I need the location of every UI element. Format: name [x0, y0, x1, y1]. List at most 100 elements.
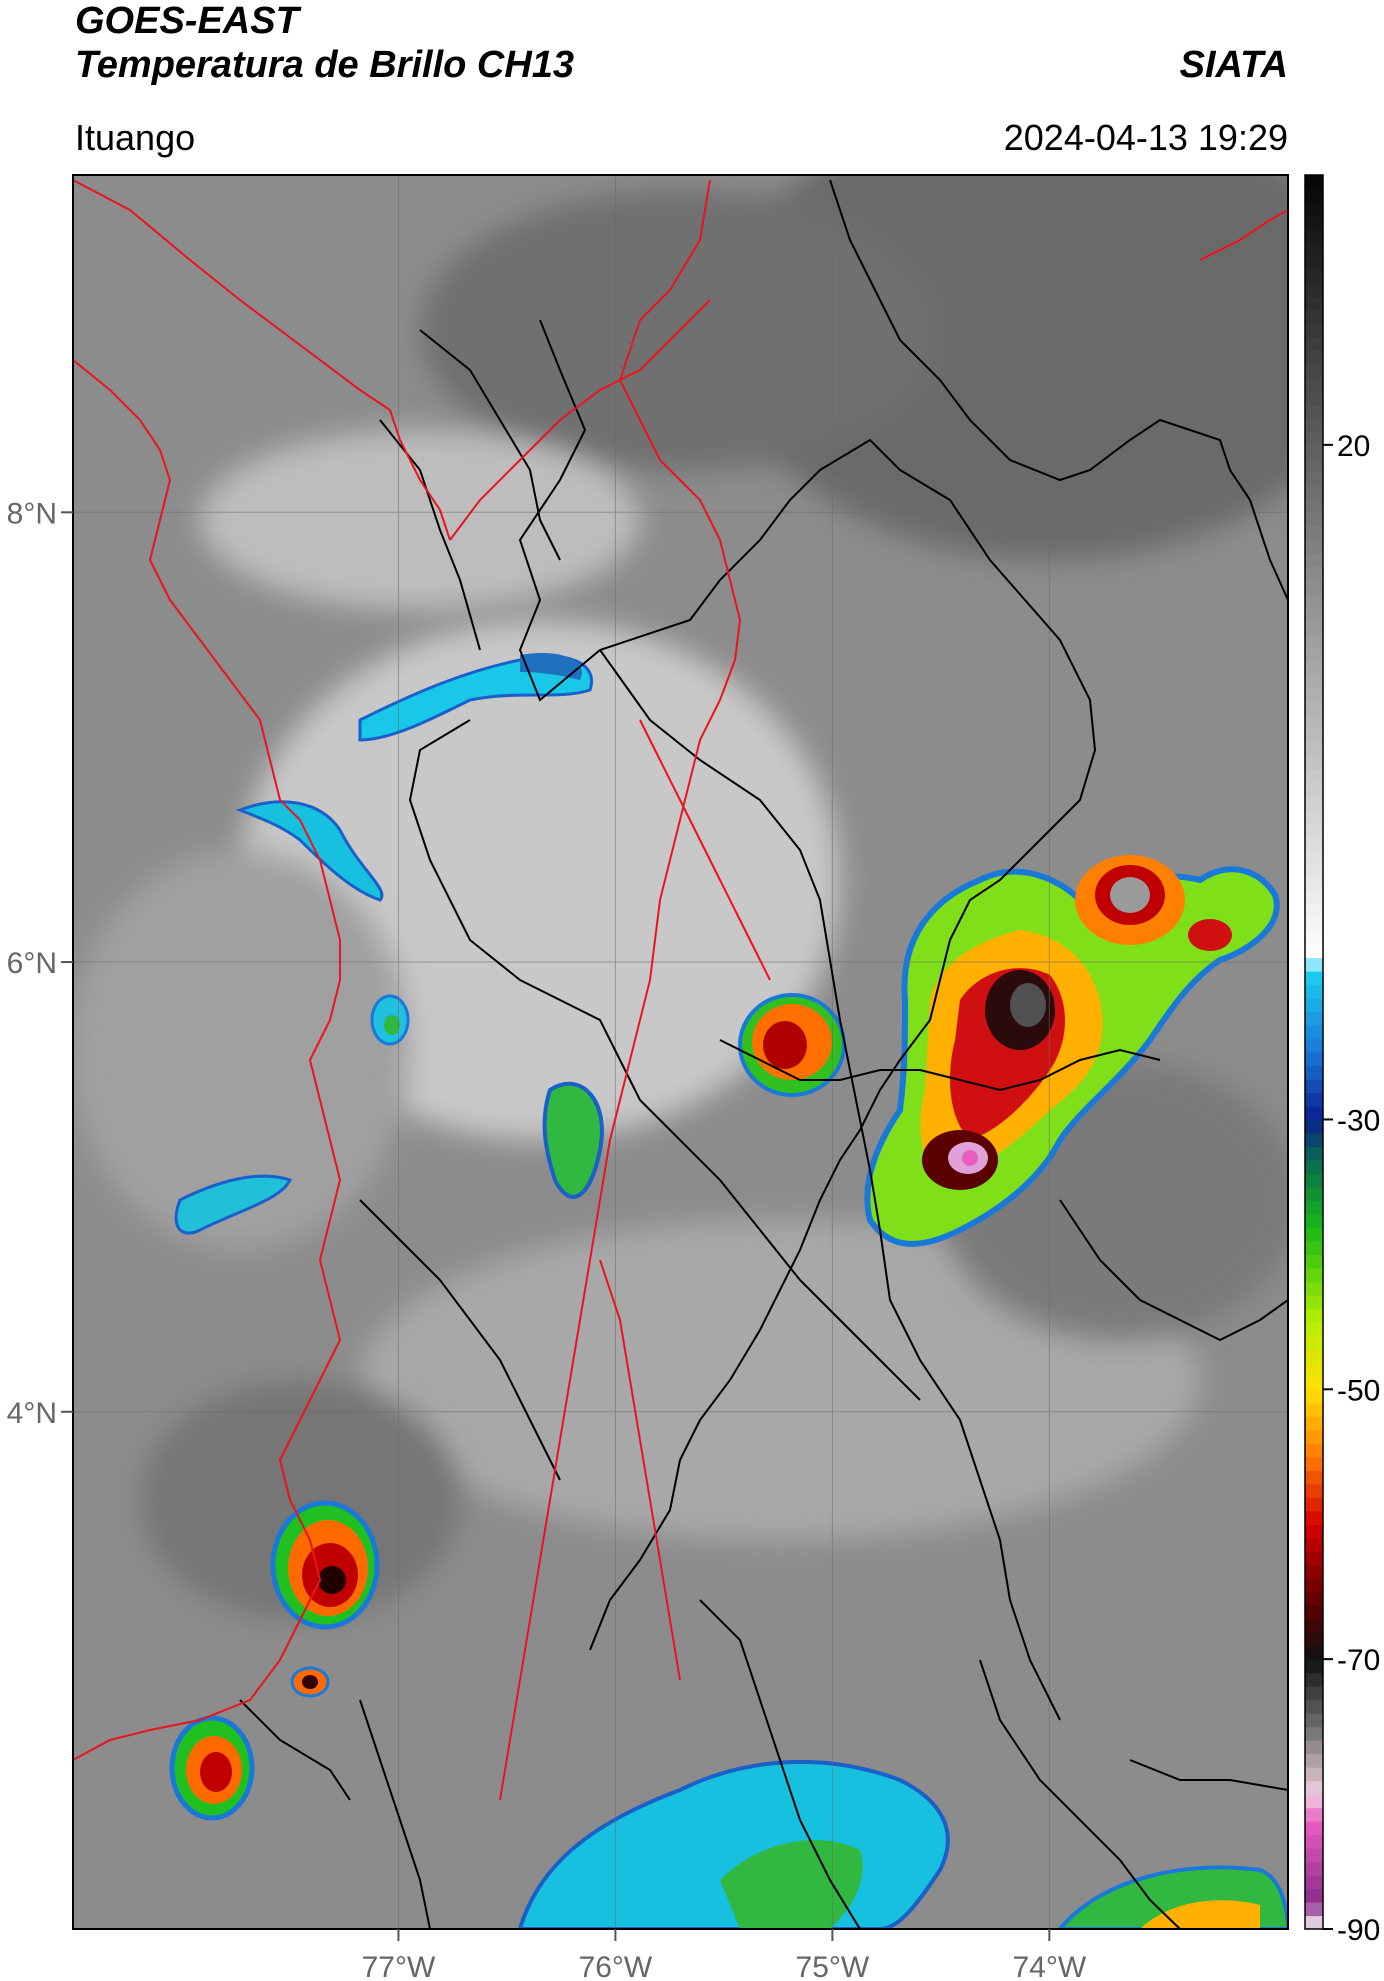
cold-cell-west	[174, 1174, 293, 1235]
colorbar-band	[1305, 1132, 1323, 1148]
colorbar-band	[1305, 1672, 1323, 1687]
light-cloud-s	[360, 1220, 1200, 1540]
colorbar-band	[1305, 282, 1323, 298]
colorbar-band	[1305, 1834, 1323, 1849]
colorbar-band	[1305, 1186, 1323, 1202]
colorbar-band	[1305, 1699, 1323, 1714]
colorbar-band	[1305, 458, 1323, 473]
colorbar-band	[1305, 1726, 1323, 1741]
colorbar-band	[1305, 660, 1323, 675]
y-tick-label: 8°N	[7, 497, 57, 530]
colorbar-band	[1305, 1753, 1323, 1768]
cold-field-south-core	[720, 1840, 863, 1929]
colorbar-band	[1305, 876, 1323, 891]
colorbar-band	[1305, 431, 1323, 446]
cold-band-north	[358, 654, 594, 742]
colorbar-tick-label: -50	[1337, 1374, 1380, 1407]
colorbar-band	[1305, 890, 1323, 905]
colorbar-ticks: 20 -30 -50 -70 -90	[1323, 430, 1380, 1947]
cold-band-core	[520, 652, 582, 680]
colorbar-band	[1305, 1321, 1323, 1336]
colorbar-band	[1305, 1092, 1323, 1107]
colorbar-band	[1305, 1578, 1323, 1593]
colorbar-band	[1305, 1052, 1323, 1067]
cold-field-se-core	[1140, 1900, 1260, 1929]
colorbar-band	[1305, 1173, 1323, 1188]
colorbar-band	[1305, 269, 1323, 284]
colorbar-band	[1305, 1632, 1323, 1647]
storm-sw-core	[318, 1566, 346, 1594]
colorbar-band	[1305, 998, 1323, 1013]
colorbar-band	[1305, 728, 1323, 743]
colorbar-band	[1305, 1119, 1323, 1134]
storm-ne-core	[1110, 877, 1150, 913]
colorbar-band	[1305, 1618, 1323, 1633]
colorbar-band	[1305, 1227, 1323, 1242]
colorbar-band	[1305, 984, 1323, 999]
colorbar-band	[1305, 714, 1323, 729]
colorbar-band	[1305, 1335, 1323, 1350]
colorbar-band	[1305, 215, 1323, 230]
colorbar-band	[1305, 1591, 1323, 1606]
x-tick-label: 76°W	[579, 1951, 653, 1981]
colorbar-band	[1305, 188, 1323, 203]
colorbar-band	[1305, 768, 1323, 783]
colorbar-band	[1305, 741, 1323, 756]
colorbar-band	[1305, 1510, 1323, 1525]
colorbar-band	[1305, 1861, 1323, 1876]
colorbar-band	[1305, 1483, 1323, 1498]
colorbar-band	[1305, 1740, 1323, 1755]
storm-core-north-top	[1010, 983, 1046, 1027]
y-axis: 8°N 6°N 4°N	[7, 497, 73, 1430]
colorbar-band	[1305, 390, 1323, 405]
colorbar-band	[1305, 255, 1323, 271]
colorbar-band	[1305, 1537, 1323, 1552]
colorbar-band	[1305, 1348, 1323, 1363]
colorbar-band	[1305, 1362, 1323, 1377]
colorbar-band	[1305, 957, 1323, 972]
colorbar-band	[1305, 620, 1323, 635]
colorbar-band	[1305, 606, 1323, 621]
colorbar-band	[1305, 1524, 1323, 1539]
colorbar-band	[1305, 1308, 1323, 1323]
plot-frame	[72, 174, 1289, 1930]
colorbar-band	[1305, 1038, 1323, 1053]
colorbar-band	[1305, 1686, 1323, 1701]
colorbar-band	[1305, 917, 1323, 932]
colorbar-band	[1305, 944, 1323, 959]
colorbar-band	[1305, 498, 1323, 513]
colorbar-band	[1305, 1551, 1323, 1566]
colorbar-band	[1305, 1011, 1323, 1026]
colorbar-band	[1305, 377, 1323, 392]
colorbar-band	[1305, 1497, 1323, 1512]
colorbar-band	[1305, 1794, 1323, 1809]
storm-core-south-peak	[962, 1150, 978, 1166]
colorbar-band	[1305, 687, 1323, 702]
colorbar-band	[1305, 822, 1323, 837]
colorbar-band	[1305, 1470, 1323, 1485]
colorbar-tick-label: 20	[1337, 430, 1370, 463]
colorbar-band	[1305, 1213, 1323, 1228]
location-label: Ituango	[75, 117, 196, 158]
satellite-image	[73, 175, 1288, 1929]
light-cloud-w	[73, 850, 410, 1250]
colorbar-band	[1305, 1267, 1323, 1282]
colorbar-band	[1305, 849, 1323, 864]
storm-s-red	[200, 1752, 232, 1792]
colorbar-band	[1305, 633, 1323, 648]
brand-label: SIATA	[1179, 44, 1288, 86]
colorbar-band	[1305, 404, 1323, 419]
colorbar-frame	[1304, 174, 1324, 1930]
colorbar-band	[1305, 1821, 1323, 1836]
dark-region-sw	[140, 1380, 460, 1620]
colorbar-band	[1305, 579, 1323, 594]
colorbar-band	[1305, 336, 1323, 351]
colorbar-band	[1305, 1848, 1323, 1863]
colorbar-band	[1305, 1902, 1323, 1917]
x-axis: 77°W 76°W 75°W 74°W	[362, 1929, 1087, 1981]
colorbar-band	[1305, 836, 1323, 851]
colorbar-band	[1305, 1888, 1323, 1903]
colorbar-band	[1305, 1294, 1323, 1309]
colorbar-band	[1305, 363, 1323, 378]
timestamp-label: 2024-04-13 19:29	[1003, 117, 1288, 158]
